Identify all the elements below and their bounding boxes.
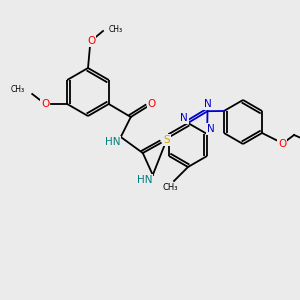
- Text: N: N: [180, 113, 188, 123]
- Text: CH₃: CH₃: [109, 25, 123, 34]
- Text: CH₃: CH₃: [162, 182, 178, 191]
- Text: O: O: [87, 36, 95, 46]
- Text: N: N: [207, 124, 215, 134]
- Text: S: S: [164, 135, 170, 145]
- Text: N: N: [204, 99, 212, 109]
- Text: HN: HN: [105, 137, 121, 147]
- Text: O: O: [41, 99, 49, 109]
- Text: HN: HN: [137, 175, 152, 185]
- Text: O: O: [148, 99, 156, 109]
- Text: CH₃: CH₃: [11, 85, 25, 94]
- Text: O: O: [278, 139, 286, 149]
